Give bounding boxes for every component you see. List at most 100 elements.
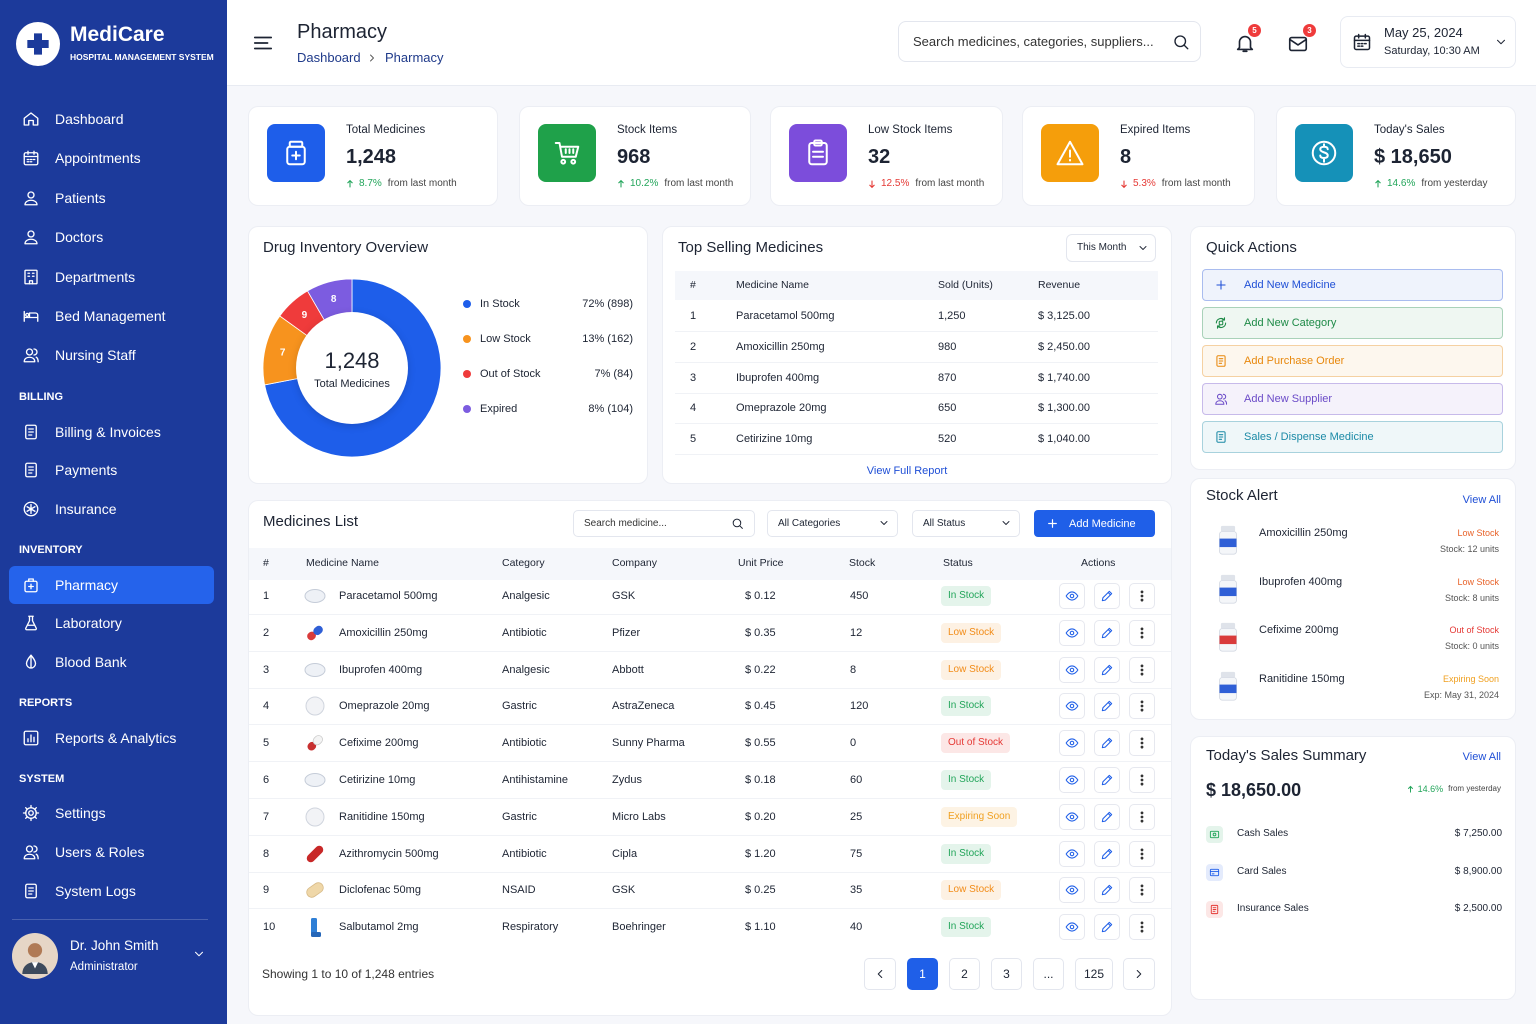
table-cell: $ 0.35 — [745, 626, 776, 639]
nav-item[interactable]: Nursing Staff — [55, 347, 136, 364]
nav-item[interactable]: Dashboard — [55, 111, 124, 127]
action-button[interactable] — [1129, 803, 1155, 830]
icon-part — [1065, 701, 1079, 711]
quick-action[interactable] — [1202, 307, 1503, 339]
nav-item[interactable]: System Logs — [55, 882, 136, 899]
icon-part — [307, 742, 317, 751]
nav-section: REPORTS — [19, 697, 73, 710]
nav-item[interactable]: Settings — [55, 805, 106, 822]
stat-change: 5.3% from last month — [1119, 174, 1231, 194]
nav-item[interactable]: Appointments — [55, 150, 141, 167]
icon-part — [347, 179, 353, 188]
nav-item[interactable]: Billing & Invoices — [55, 423, 161, 440]
link[interactable]: View All — [1462, 494, 1501, 506]
nav-item[interactable]: Blood Bank — [55, 654, 127, 671]
action-button[interactable] — [1059, 803, 1085, 830]
nav-active[interactable] — [9, 565, 214, 604]
action-button[interactable] — [1059, 877, 1085, 904]
action-button[interactable] — [1094, 767, 1120, 793]
icon-part — [570, 158, 577, 165]
page-next[interactable] — [1123, 958, 1155, 990]
action-button[interactable] — [1059, 840, 1085, 867]
action-button[interactable] — [1059, 583, 1085, 609]
nav-item[interactable]: Departments — [55, 268, 136, 285]
action-button[interactable] — [1129, 619, 1155, 646]
action-button[interactable] — [1094, 583, 1120, 609]
table-cell: GSK — [612, 590, 636, 602]
icon-part — [313, 625, 323, 635]
quick-action[interactable] — [1202, 421, 1503, 453]
segment-label: 9 — [302, 310, 308, 321]
nav-icon — [25, 883, 37, 899]
action-button[interactable] — [1059, 656, 1085, 683]
icon-part — [1140, 631, 1144, 635]
status-pill: Low Stock — [941, 880, 1002, 901]
breadcrumb-link[interactable]: Dashboard — [297, 50, 361, 65]
status-pill: Low Stock — [941, 622, 1002, 643]
icon-part — [1216, 280, 1226, 290]
table-cell: Omeprazole 20mg — [736, 402, 827, 415]
search-box[interactable] — [573, 510, 755, 537]
quick-action[interactable] — [1202, 383, 1503, 415]
page-button[interactable] — [1075, 958, 1113, 990]
icon-part — [1209, 868, 1220, 876]
action-button[interactable] — [1059, 693, 1085, 720]
icon-part — [1209, 830, 1220, 839]
icon-part — [1140, 709, 1144, 712]
page-button[interactable] — [991, 958, 1022, 990]
status-pill: In Stock — [941, 843, 992, 864]
icon-part — [1069, 704, 1075, 709]
medicine-image — [306, 845, 324, 862]
medicine-thumbnail — [1219, 574, 1237, 604]
action-button[interactable] — [1059, 730, 1085, 757]
icon-part — [1101, 774, 1113, 786]
icon-part — [1140, 925, 1144, 929]
search-box[interactable] — [898, 21, 1201, 62]
page-button[interactable] — [1033, 958, 1064, 990]
action-button[interactable] — [1094, 914, 1120, 941]
icon-part — [1140, 627, 1144, 631]
icon-part — [1212, 832, 1217, 837]
nav-icon — [25, 462, 37, 478]
action-button[interactable] — [1094, 803, 1120, 830]
medicine-image — [305, 696, 325, 716]
sales-change-note: from yesterday — [1448, 784, 1501, 793]
medicine-image — [306, 882, 324, 899]
nav-item[interactable]: Bed Management — [55, 308, 166, 324]
page-button[interactable] — [949, 958, 980, 990]
quick-action[interactable] — [1202, 269, 1503, 301]
dropdown[interactable] — [912, 510, 1020, 537]
sales-icon — [1210, 904, 1219, 915]
action-button[interactable] — [1094, 730, 1120, 757]
quick-action[interactable] — [1202, 345, 1503, 377]
stat-change-value: 10.2% — [630, 178, 659, 189]
icon-part — [23, 501, 39, 517]
nav-item[interactable]: Pharmacy — [55, 576, 119, 593]
nav-item[interactable]: Laboratory — [55, 615, 122, 632]
nav-item[interactable]: Doctors — [55, 229, 104, 246]
stat-change-value: 12.5% — [881, 178, 910, 189]
icon-part — [28, 810, 34, 817]
link[interactable]: View Full Report — [866, 465, 948, 477]
panel — [662, 226, 1172, 484]
action-button[interactable] — [1094, 840, 1120, 867]
action-button[interactable] — [1094, 693, 1120, 720]
link[interactable]: View All — [1462, 751, 1501, 763]
nav-item[interactable]: Reports & Analytics — [55, 729, 177, 746]
nav-item[interactable]: Insurance — [55, 501, 117, 518]
action-button[interactable] — [1094, 877, 1120, 904]
nav-item[interactable]: Patients — [55, 189, 106, 206]
table-cell: 10 — [263, 921, 276, 934]
action-button[interactable] — [1059, 619, 1085, 646]
action-button[interactable] — [1059, 914, 1085, 941]
action-button[interactable] — [1094, 656, 1120, 683]
page-button[interactable] — [907, 958, 938, 990]
page-prev[interactable] — [864, 958, 896, 990]
dropdown[interactable] — [767, 510, 898, 537]
sales-change: 14.6% from yesterday — [1406, 779, 1501, 799]
nav-item[interactable]: Payments — [55, 462, 118, 479]
icon-part — [739, 525, 743, 529]
action-button[interactable] — [1059, 767, 1085, 793]
nav-item[interactable]: Users & Roles — [55, 844, 145, 860]
action-button[interactable] — [1094, 619, 1120, 646]
